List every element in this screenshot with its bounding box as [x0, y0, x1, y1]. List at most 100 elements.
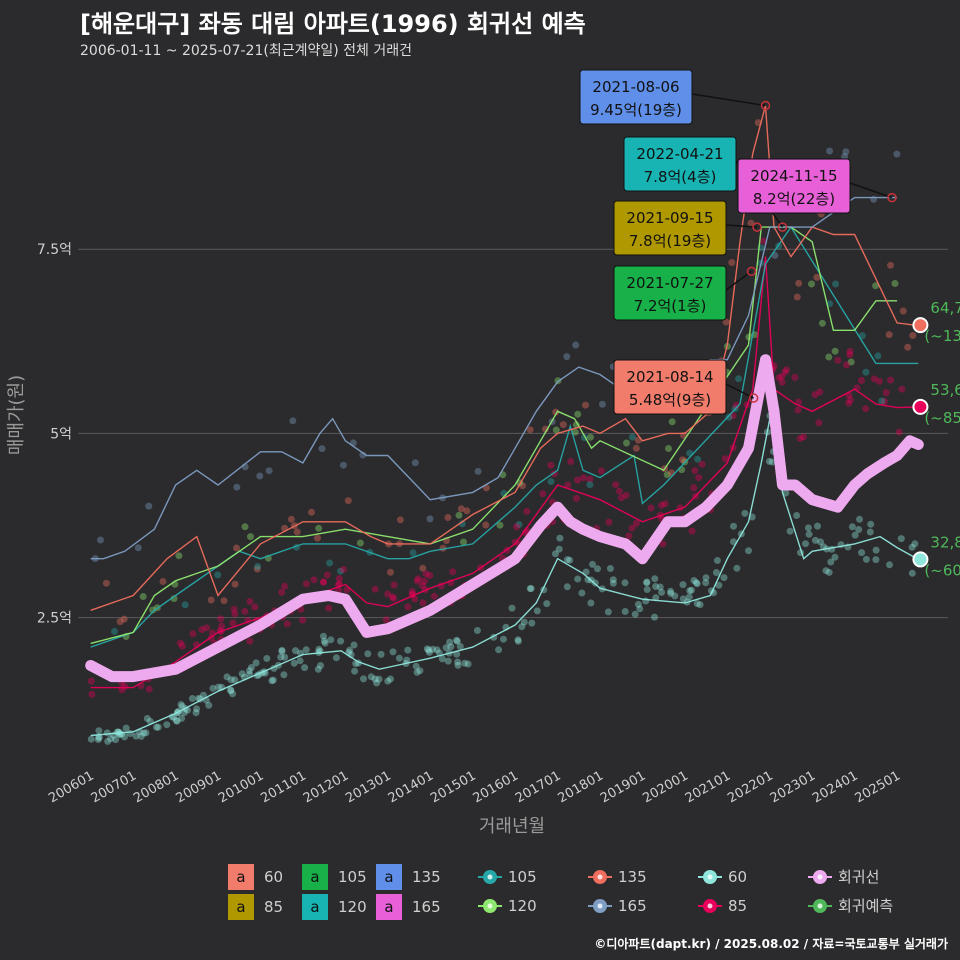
transaction-point: [102, 579, 110, 587]
legend-fill-label: 85: [264, 898, 283, 916]
transaction-point: [320, 632, 327, 640]
transaction-point: [207, 596, 215, 604]
x-tick-label: 201001: [216, 768, 266, 806]
x-tick-label: 202101: [683, 768, 733, 806]
transaction-point: [256, 472, 264, 480]
transaction-point: [778, 373, 786, 380]
transaction-point: [885, 331, 893, 339]
legend-line-label: 회귀예측: [838, 897, 893, 915]
series-line-135: [90, 105, 915, 611]
transaction-point: [433, 646, 441, 654]
transaction-point: [609, 579, 617, 587]
transaction-point: [563, 556, 571, 564]
transaction-point: [652, 583, 660, 590]
transaction-point: [685, 593, 693, 601]
transaction-point: [908, 569, 916, 577]
transaction-point: [805, 530, 813, 538]
transaction-point: [429, 645, 437, 653]
transaction-point: [899, 307, 907, 315]
transaction-point: [473, 627, 481, 634]
legend-swatch-letter: a: [384, 898, 393, 916]
transaction-point: [813, 273, 821, 281]
x-tick-label: 201301: [343, 768, 393, 806]
legend-point-center: [487, 874, 493, 880]
transaction-point: [526, 426, 534, 434]
transaction-point: [693, 600, 701, 608]
transaction-point: [404, 603, 412, 611]
transaction-point: [292, 647, 299, 655]
x-tick-label: 201701: [513, 768, 563, 806]
x-tick-label: 200601: [46, 768, 96, 806]
transaction-point: [107, 735, 115, 743]
transaction-point: [121, 733, 128, 741]
forecast-layer: 64,700 (~135㎡) 53,612 (~85㎡) 32,856 (~60㎡): [912, 299, 960, 579]
transaction-point: [426, 515, 434, 523]
transaction-point: [454, 658, 462, 666]
transaction-point: [848, 523, 856, 531]
transaction-point: [326, 559, 334, 567]
transaction-point: [625, 532, 633, 540]
legend-point-center: [597, 874, 603, 880]
annotation-date: 2024-11-15: [750, 167, 837, 185]
transaction-point: [395, 654, 403, 662]
transaction-point: [308, 508, 315, 516]
transaction-point: [552, 426, 560, 434]
series-line-105: [90, 225, 919, 648]
transaction-point: [730, 538, 737, 546]
transaction-point: [500, 635, 507, 643]
transaction-point: [461, 659, 469, 667]
annotation-marker: [752, 222, 762, 232]
transaction-point: [143, 715, 151, 722]
transaction-point: [317, 662, 324, 669]
transaction-point: [606, 565, 614, 572]
transaction-point: [843, 361, 850, 369]
x-tick-label: 201101: [258, 768, 308, 806]
transaction-point: [747, 219, 755, 227]
transaction-point: [87, 735, 95, 743]
transaction-point: [346, 646, 354, 654]
transaction-point: [692, 579, 700, 587]
series-line-60: [90, 418, 919, 737]
transaction-point: [733, 564, 741, 572]
transaction-point: [238, 670, 246, 678]
transaction-point: [822, 567, 830, 575]
forecast-point-60: [912, 551, 929, 568]
transaction-point: [180, 709, 188, 717]
x-tick-label: 200801: [131, 768, 181, 806]
transaction-point: [192, 709, 200, 717]
transaction-point: [384, 590, 392, 598]
transaction-point: [215, 683, 222, 691]
transaction-point: [632, 519, 640, 527]
transaction-point: [702, 574, 710, 582]
transaction-point: [688, 586, 695, 594]
grid-layer: [78, 248, 948, 619]
transaction-point: [252, 659, 260, 667]
transaction-point: [302, 580, 310, 588]
transaction-point: [414, 575, 422, 583]
transaction-point: [149, 606, 157, 614]
transaction-point: [230, 605, 238, 613]
legend-swatch-letter: a: [310, 898, 319, 916]
legend-fill-swatch: [302, 864, 328, 890]
legend-fill-swatch: [376, 894, 402, 920]
transaction-point: [893, 150, 901, 158]
transaction-point: [438, 655, 446, 663]
transaction-point: [177, 701, 185, 708]
annotation-price: 7.8억(19층): [629, 232, 711, 250]
transaction-point: [218, 622, 226, 630]
transaction-point: [667, 589, 675, 597]
transaction-point: [686, 587, 694, 595]
transaction-point: [198, 626, 206, 633]
transaction-point: [667, 587, 675, 595]
legend-line-label: 105: [508, 868, 537, 886]
legend-line-label: 85: [728, 897, 747, 915]
transaction-point: [594, 565, 601, 573]
transaction-point: [712, 569, 720, 576]
series-lines-layer: [85, 105, 924, 737]
legend-fill-swatch: [228, 864, 254, 890]
transaction-point: [795, 279, 803, 287]
transaction-point: [651, 575, 659, 583]
transaction-point: [203, 624, 211, 632]
transaction-point: [539, 490, 547, 498]
transaction-point: [351, 667, 359, 675]
